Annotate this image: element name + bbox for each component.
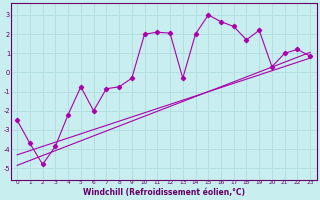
X-axis label: Windchill (Refroidissement éolien,°C): Windchill (Refroidissement éolien,°C) — [83, 188, 245, 197]
